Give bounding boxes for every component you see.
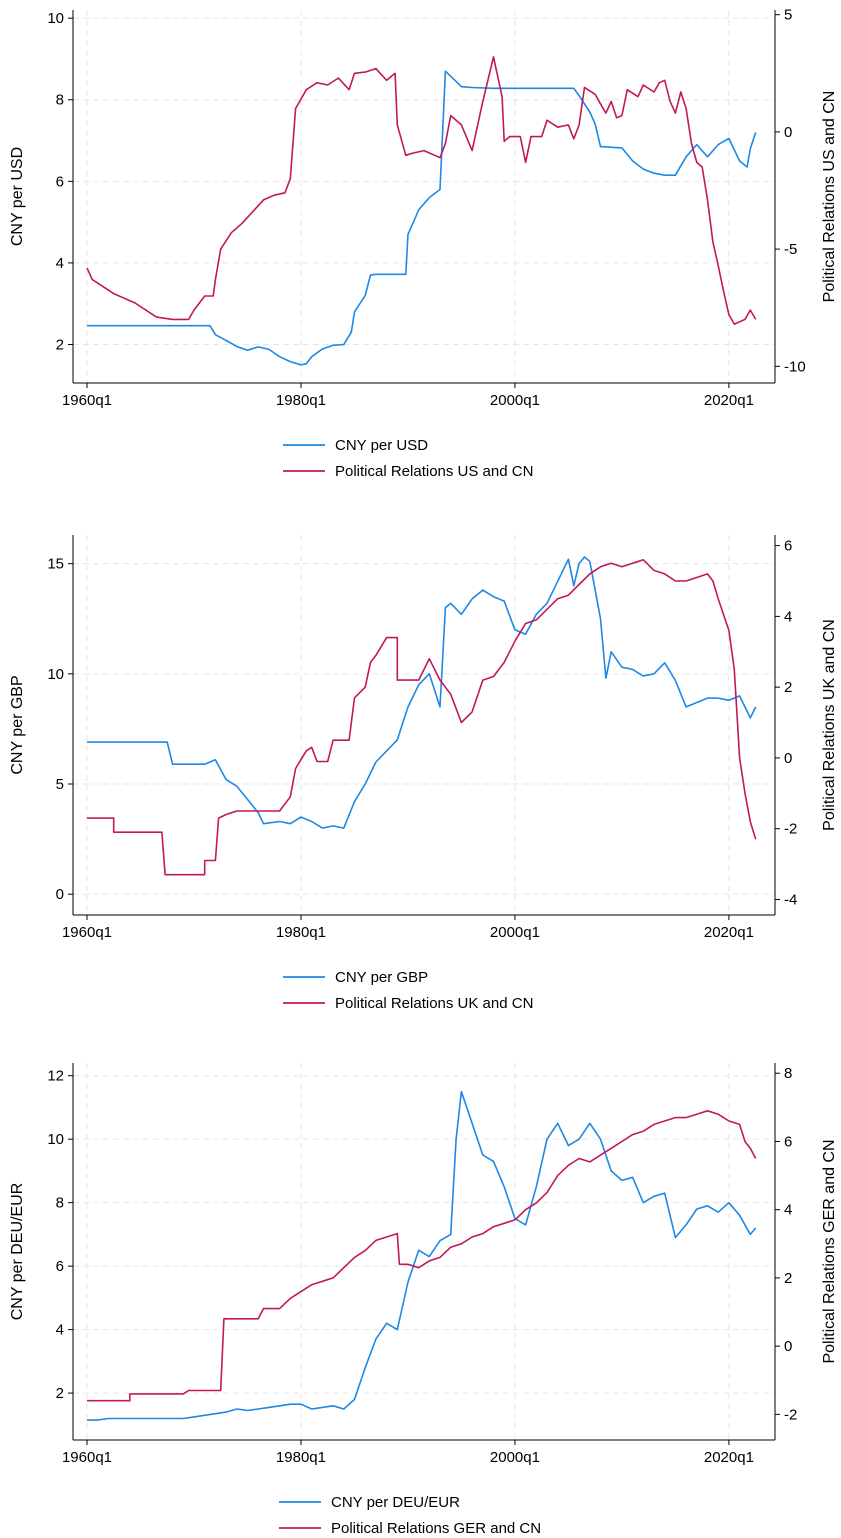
x-tick-label: 1980q1: [276, 392, 326, 409]
y-axis-title-left: CNY per USD: [9, 147, 26, 246]
y-tick-label-right: 2: [784, 679, 792, 696]
y-axis-title-right: Political Relations GER and CN: [821, 1139, 838, 1363]
x-tick-label: 2000q1: [490, 392, 540, 409]
y-tick-label-right: -2: [784, 1406, 797, 1423]
series-line-1: [87, 1090, 757, 1421]
x-tick-label: 2000q1: [490, 924, 540, 941]
x-tick-label: 2020q1: [704, 392, 754, 409]
legend-label-1: CNY per GBP: [335, 969, 428, 986]
y-axis-title-right: Political Relations UK and CN: [821, 619, 838, 831]
y-tick-label-left: 0: [56, 886, 64, 903]
chart-panel-2: 0 5 10 15 -4 -2 0 2 4 6 1960q1 1980q1 2000q1 2020q1 CN…: [9, 535, 838, 1012]
legend-label-2: Political Relations GER and CN: [331, 1520, 541, 1537]
y-tick-label-left: 10: [47, 1131, 64, 1148]
y-tick-label-left: 8: [56, 1195, 64, 1212]
chart-panel-1: 2 4 6 8 10 -10 -5 0 5 1960q1 1980q1 2000q1 2020q1 CNY…: [9, 7, 838, 480]
series-line-1: [87, 70, 757, 366]
x-tick-label: 2000q1: [490, 1449, 540, 1466]
y-tick-label-left: 2: [56, 336, 64, 353]
legend-label-2: Political Relations US and CN: [335, 463, 533, 480]
series-line-2: [87, 558, 757, 876]
y-tick-label-left: 6: [56, 173, 64, 190]
x-tick-label: 1980q1: [276, 924, 326, 941]
series-line-1: [87, 556, 757, 829]
x-tick-label: 1960q1: [62, 1449, 112, 1466]
y-tick-label-left: 4: [56, 1322, 64, 1339]
legend-label-1: CNY per DEU/EUR: [331, 1494, 460, 1511]
y-axis-title-left: CNY per GBP: [9, 675, 26, 774]
y-tick-label-left: 15: [47, 556, 64, 573]
y-tick-label-right: -10: [784, 358, 806, 375]
y-axis-title-left: CNY per DEU/EUR: [9, 1183, 26, 1321]
y-tick-label-left: 6: [56, 1258, 64, 1275]
legend-label-1: CNY per USD: [335, 437, 428, 454]
y-tick-label-right: 6: [784, 538, 792, 555]
y-tick-label-right: 6: [784, 1133, 792, 1150]
y-tick-label-left: 10: [47, 10, 64, 27]
y-axis-title-right: Political Relations US and CN: [821, 91, 838, 303]
x-tick-label: 1980q1: [276, 1449, 326, 1466]
y-tick-label-left: 12: [47, 1068, 64, 1085]
y-tick-label-left: 4: [56, 255, 64, 272]
x-tick-label: 2020q1: [704, 1449, 754, 1466]
y-tick-label-right: 5: [784, 7, 792, 24]
y-tick-label-right: 0: [784, 124, 792, 141]
series-line-2: [86, 56, 757, 325]
y-tick-label-right: 8: [784, 1065, 792, 1082]
y-tick-label-right: 0: [784, 750, 792, 767]
y-tick-label-left: 5: [56, 776, 64, 793]
y-tick-label-right: -4: [784, 891, 797, 908]
y-tick-label-right: -5: [784, 241, 797, 258]
legend-label-2: Political Relations UK and CN: [335, 995, 533, 1012]
y-tick-label-right: 2: [784, 1270, 792, 1287]
x-tick-label: 1960q1: [62, 924, 112, 941]
x-tick-label: 2020q1: [704, 924, 754, 941]
y-tick-label-left: 10: [47, 666, 64, 683]
series-line-2: [87, 1110, 757, 1402]
y-tick-label-left: 2: [56, 1385, 64, 1402]
y-tick-label-left: 8: [56, 92, 64, 109]
y-tick-label-right: 4: [784, 608, 792, 625]
x-tick-label: 1960q1: [62, 392, 112, 409]
y-tick-label-right: -2: [784, 821, 797, 838]
chart-panel-3: 2 4 6 8 10 12 -2 0 2 4 6 8 1960q1 1980q1 2000q1 2020q1 C…: [9, 1063, 838, 1537]
y-tick-label-right: 0: [784, 1338, 792, 1355]
y-tick-label-right: 4: [784, 1202, 792, 1219]
